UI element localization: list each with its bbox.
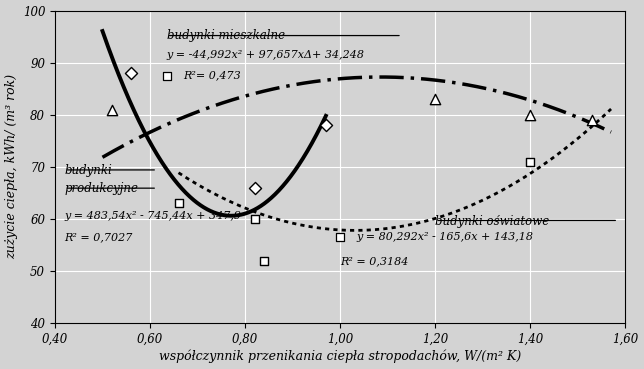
Point bbox=[162, 73, 172, 79]
Text: y = 80,292x² - 165,6x + 143,18: y = 80,292x² - 165,6x + 143,18 bbox=[357, 232, 534, 242]
Text: R² = 0,7027: R² = 0,7027 bbox=[64, 232, 133, 242]
Text: y = 483,54x² - 745,44x + 347,9: y = 483,54x² - 745,44x + 347,9 bbox=[64, 211, 242, 221]
Point bbox=[107, 107, 117, 113]
Text: R²= 0,473: R²= 0,473 bbox=[184, 70, 241, 81]
Point bbox=[525, 112, 535, 118]
Text: produkcyjne: produkcyjne bbox=[64, 182, 138, 196]
Text: R² = 0,3184: R² = 0,3184 bbox=[340, 256, 408, 266]
Point bbox=[430, 96, 440, 102]
Point bbox=[259, 258, 269, 263]
Point bbox=[126, 70, 136, 76]
Point bbox=[335, 234, 345, 240]
Point bbox=[249, 185, 260, 191]
Point bbox=[587, 117, 597, 123]
Y-axis label: zużycie ciepła, kWh/ (m³ rok): zużycie ciepła, kWh/ (m³ rok) bbox=[6, 74, 19, 259]
Text: budynki mieszkalne: budynki mieszkalne bbox=[167, 29, 285, 42]
Point bbox=[173, 200, 184, 206]
Text: budynki: budynki bbox=[64, 164, 112, 177]
X-axis label: współczynnik przenikania ciepła stropodachów, W/(m² K): współczynnik przenikania ciepła stropoda… bbox=[159, 350, 521, 363]
Text: budynki oświatowe: budynki oświatowe bbox=[435, 215, 549, 228]
Point bbox=[249, 216, 260, 222]
Text: y = -44,992x² + 97,657xΔ+ 34,248: y = -44,992x² + 97,657xΔ+ 34,248 bbox=[167, 49, 365, 60]
Point bbox=[321, 122, 331, 128]
Point bbox=[525, 159, 535, 165]
